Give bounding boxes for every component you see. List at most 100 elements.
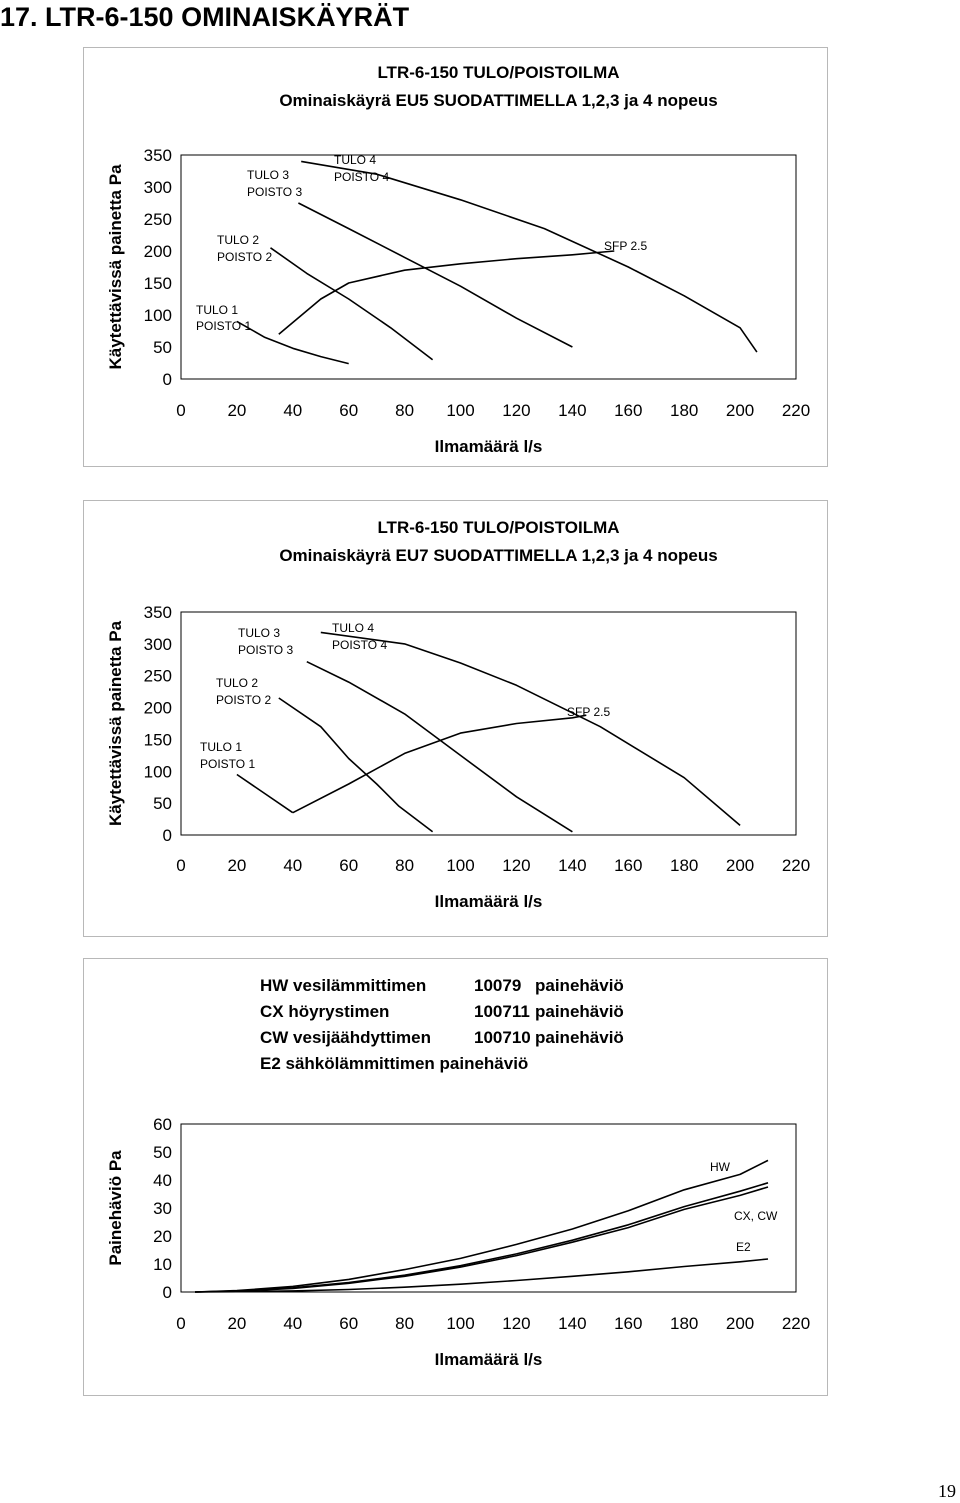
legend-line-code: 100710: [474, 1028, 531, 1047]
series-label: TULO 2: [217, 233, 259, 247]
series-label: POISTO 3: [247, 185, 302, 199]
x-tick-label: 180: [670, 1314, 698, 1333]
chart-panel-eu7: LTR-6-150 TULO/POISTOILMA Ominaiskäyrä EU…: [83, 500, 828, 937]
x-tick-label: 0: [176, 856, 185, 875]
y-tick-label: 350: [144, 146, 172, 165]
y-tick-label: 30: [153, 1199, 172, 1218]
y-tick-label: 10: [153, 1255, 172, 1274]
annotation-label: E2: [736, 1240, 751, 1254]
plot-area: [180, 611, 797, 836]
annotation-label: HW: [710, 1160, 731, 1174]
series-label: TULO 1: [200, 740, 242, 754]
x-tick-label: 60: [339, 856, 358, 875]
chart-title: LTR-6-150 TULO/POISTOILMA: [377, 518, 619, 537]
y-tick-label: 300: [144, 178, 172, 197]
x-tick-label: 120: [502, 401, 530, 420]
x-tick-label: 200: [726, 856, 754, 875]
chart-subtitle: Ominaiskäyrä EU5 SUODATTIMELLA 1,2,3 ja …: [279, 91, 717, 110]
series-line: [298, 202, 573, 348]
x-tick-label: 40: [283, 401, 302, 420]
y-tick-label: 350: [144, 603, 172, 622]
plot-area: [180, 1123, 797, 1293]
y-tick-label: 50: [153, 1143, 172, 1162]
series-label: POISTO 1: [196, 319, 251, 333]
x-tick-label: 160: [614, 856, 642, 875]
x-tick-label: 120: [502, 856, 530, 875]
series-line: [270, 247, 434, 361]
x-axis-label: Ilmamäärä l/s: [435, 892, 543, 911]
series-label: SFP 2.5: [604, 239, 647, 253]
plot-area: [180, 154, 797, 380]
y-tick-label: 200: [144, 699, 172, 718]
legend-line-suffix: painehäviö: [535, 1002, 624, 1021]
x-tick-label: 80: [395, 1314, 414, 1333]
series-line: [194, 1186, 769, 1293]
x-axis-label: Ilmamäärä l/s: [435, 437, 543, 456]
series-line: [236, 773, 294, 814]
y-tick-label: 50: [153, 338, 172, 357]
series-label: POISTO 3: [238, 643, 293, 657]
series-line: [292, 714, 587, 814]
chart-subtitle: Ominaiskäyrä EU7 SUODATTIMELLA 1,2,3 ja …: [279, 546, 717, 565]
y-tick-label: 0: [163, 1283, 172, 1302]
y-tick-label: 40: [153, 1171, 172, 1190]
x-tick-label: 60: [339, 1314, 358, 1333]
series-line: [278, 250, 615, 335]
series-line: [236, 320, 349, 365]
series-label: POISTO 2: [217, 250, 272, 264]
x-tick-label: 160: [614, 1314, 642, 1333]
y-axis-label: Painehäviö Pa: [106, 1150, 125, 1266]
x-tick-label: 100: [446, 1314, 474, 1333]
series-label: POISTO 2: [216, 693, 271, 707]
x-tick-label: 80: [395, 856, 414, 875]
x-tick-label: 140: [558, 401, 586, 420]
x-tick-label: 40: [283, 856, 302, 875]
chart-title: LTR-6-150 TULO/POISTOILMA: [377, 63, 619, 82]
legend-line-suffix: painehäviö: [535, 1028, 624, 1047]
x-tick-label: 180: [670, 856, 698, 875]
y-tick-label: 300: [144, 635, 172, 654]
series-label: TULO 3: [247, 168, 289, 182]
y-tick-label: 20: [153, 1227, 172, 1246]
y-tick-label: 60: [153, 1115, 172, 1134]
series-label: POISTO 1: [200, 757, 255, 771]
y-tick-label: 250: [144, 667, 172, 686]
x-tick-label: 180: [670, 401, 698, 420]
y-axis-label: Käytettävissä painetta Pa: [106, 164, 125, 370]
y-tick-label: 100: [144, 762, 172, 781]
x-tick-label: 0: [176, 401, 185, 420]
series-line: [306, 660, 573, 833]
x-tick-label: 0: [176, 1314, 185, 1333]
legend-line-name: E2 sähkölämmittimen painehäviö: [260, 1054, 528, 1073]
x-axis-label: Ilmamäärä l/s: [435, 1350, 543, 1369]
x-tick-label: 40: [283, 1314, 302, 1333]
x-tick-label: 160: [614, 401, 642, 420]
y-tick-label: 150: [144, 274, 172, 293]
legend-line-name: HW vesilämmittimen: [260, 976, 426, 995]
y-tick-label: 0: [163, 370, 172, 389]
x-tick-label: 220: [782, 856, 810, 875]
series-line: [278, 697, 434, 833]
x-tick-label: 20: [227, 401, 246, 420]
x-tick-label: 220: [782, 1314, 810, 1333]
chart-panel-eu5: LTR-6-150 TULO/POISTOILMA Ominaiskäyrä EU…: [83, 47, 828, 467]
page-heading: 17. LTR-6-150 OMINAISKÄYRÄT: [0, 2, 410, 32]
legend-line-name: CX höyrystimen: [260, 1002, 389, 1021]
x-tick-label: 80: [395, 401, 414, 420]
legend-line-code: 100711: [474, 1002, 530, 1021]
legend-line-name: CW vesijäähdyttimen: [260, 1028, 431, 1047]
series-label: TULO 1: [196, 303, 238, 317]
x-tick-label: 200: [726, 1314, 754, 1333]
series-line: [194, 1182, 769, 1293]
series-line: [301, 160, 758, 353]
series-label: TULO 4: [334, 153, 376, 167]
y-tick-label: 200: [144, 242, 172, 261]
y-axis-label: Käytettävissä painetta Pa: [106, 620, 125, 826]
chart-panel-pressure-drop: HW vesilämmittimen 10079 painehäviö CX höyr…: [83, 958, 828, 1396]
y-tick-label: 0: [163, 826, 172, 845]
y-tick-label: 100: [144, 306, 172, 325]
series-label: POISTO 4: [334, 170, 389, 184]
series-label: TULO 3: [238, 626, 280, 640]
x-tick-label: 100: [446, 401, 474, 420]
x-tick-label: 140: [558, 1314, 586, 1333]
